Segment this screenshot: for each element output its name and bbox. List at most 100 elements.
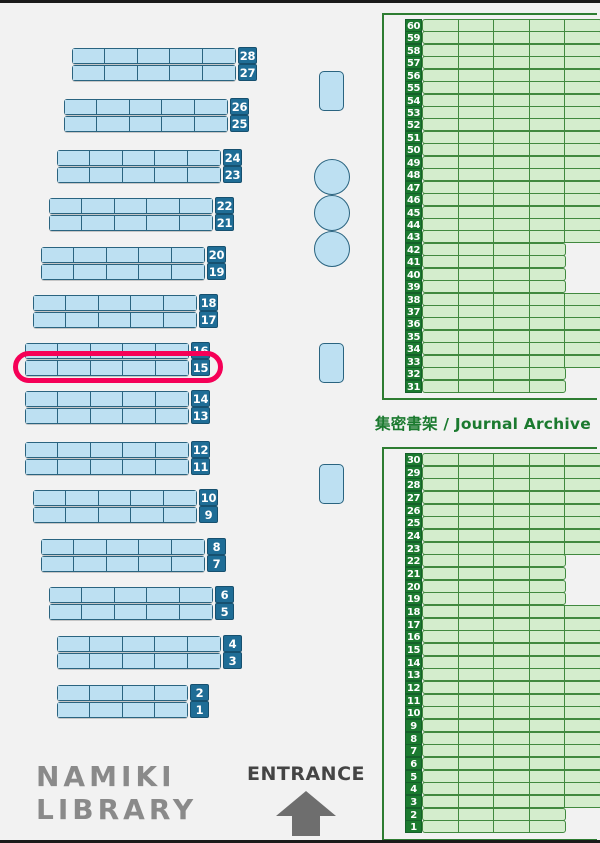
open-stack-shelf-16[interactable]: 16: [25, 342, 210, 359]
archive-shelf-14[interactable]: 14: [405, 655, 600, 669]
archive-shelf-60[interactable]: 60: [405, 19, 600, 32]
archive-shelf-23[interactable]: 23: [405, 541, 600, 555]
archive-shelf-13[interactable]: 13: [405, 668, 600, 682]
archive-shelf-46[interactable]: 46: [405, 193, 600, 207]
shelf-segment: [90, 391, 124, 406]
archive-shelf-3[interactable]: 3: [405, 795, 600, 808]
archive-shelf-32[interactable]: 32: [405, 367, 566, 381]
archive-shelf-35[interactable]: 35: [405, 329, 600, 343]
archive-shelf-44[interactable]: 44: [405, 217, 600, 231]
open-stack-shelf-14[interactable]: 14: [25, 390, 210, 407]
archive-shelf-6[interactable]: 6: [405, 757, 600, 770]
open-stack-shelf-3[interactable]: 3: [57, 652, 242, 669]
archive-shelf-20[interactable]: 20: [405, 579, 566, 593]
archive-shelf-39[interactable]: 39: [405, 280, 566, 294]
open-stack-shelf-19[interactable]: 19: [41, 263, 226, 280]
archive-shelf-36[interactable]: 36: [405, 317, 600, 331]
archive-shelf-57[interactable]: 57: [405, 56, 600, 70]
archive-shelf-2[interactable]: 2: [405, 807, 566, 821]
archive-shelf-29[interactable]: 29: [405, 465, 600, 479]
archive-shelf-27[interactable]: 27: [405, 491, 600, 504]
open-stack-shelf-5[interactable]: 5: [49, 603, 234, 620]
open-stack-shelf-1[interactable]: 1: [57, 701, 209, 718]
archive-shelf-17[interactable]: 17: [405, 617, 600, 631]
archive-shelf-segment: [423, 57, 459, 69]
archive-shelf-8[interactable]: 8: [405, 731, 600, 745]
archive-shelf-56[interactable]: 56: [405, 68, 600, 82]
archive-shelf-9[interactable]: 9: [405, 719, 600, 732]
archive-shelf-10[interactable]: 10: [405, 706, 600, 720]
open-stack-shelf-11[interactable]: 11: [25, 458, 210, 475]
archive-shelf-40[interactable]: 40: [405, 267, 566, 281]
shelf-segment: [155, 442, 189, 457]
archive-shelf-24[interactable]: 24: [405, 529, 600, 542]
archive-shelf-41[interactable]: 41: [405, 255, 566, 269]
archive-shelf-51[interactable]: 51: [405, 130, 600, 144]
open-stack-shelf-4[interactable]: 4: [57, 635, 242, 652]
archive-shelf-52[interactable]: 52: [405, 118, 600, 132]
archive-shelf-21[interactable]: 21: [405, 567, 566, 580]
archive-shelf-4[interactable]: 4: [405, 782, 600, 796]
archive-shelf-5[interactable]: 5: [405, 769, 600, 783]
archive-shelf-segment: [494, 758, 530, 769]
open-stack-shelf-8[interactable]: 8: [41, 538, 226, 555]
archive-shelf-45[interactable]: 45: [405, 205, 600, 219]
open-stack-shelf-10[interactable]: 10: [33, 489, 218, 506]
archive-shelf-11[interactable]: 11: [405, 693, 600, 707]
archive-shelf-segments: [422, 68, 600, 82]
open-stack-shelf-21[interactable]: 21: [49, 214, 234, 231]
open-stack-shelf-9[interactable]: 9: [33, 506, 218, 523]
archive-shelf-segment: [423, 206, 459, 218]
archive-shelf-segment: [494, 644, 530, 655]
archive-shelf-15[interactable]: 15: [405, 643, 600, 656]
open-stack-shelf-27[interactable]: 27: [72, 64, 257, 81]
archive-shelf-18[interactable]: 18: [405, 605, 600, 618]
archive-shelf-55[interactable]: 55: [405, 81, 600, 95]
archive-shelf-segment: [459, 732, 495, 744]
open-stack-shelf-13[interactable]: 13: [25, 407, 210, 424]
archive-shelf-22[interactable]: 22: [405, 554, 566, 568]
archive-shelf-19[interactable]: 19: [405, 592, 566, 606]
archive-shelf-33[interactable]: 33: [405, 354, 600, 368]
archive-shelf-54[interactable]: 54: [405, 93, 600, 107]
archive-shelf-number-badge: 24: [405, 529, 422, 542]
archive-shelf-47[interactable]: 47: [405, 180, 600, 194]
archive-shelf-48[interactable]: 48: [405, 168, 600, 182]
archive-shelf-43[interactable]: 43: [405, 230, 600, 244]
archive-shelf-1[interactable]: 1: [405, 820, 566, 834]
archive-shelf-7[interactable]: 7: [405, 744, 600, 758]
open-stack-shelf-25[interactable]: 25: [64, 115, 249, 132]
archive-shelf-53[interactable]: 53: [405, 106, 600, 120]
shelf-segment: [114, 587, 148, 602]
open-stack-shelf-28[interactable]: 28: [72, 47, 257, 64]
open-stack-shelf-7[interactable]: 7: [41, 555, 226, 572]
open-stack-shelf-18[interactable]: 18: [33, 294, 218, 311]
archive-shelf-26[interactable]: 26: [405, 503, 600, 517]
archive-shelf-38[interactable]: 38: [405, 292, 600, 306]
archive-shelf-34[interactable]: 34: [405, 342, 600, 356]
archive-shelf-58[interactable]: 58: [405, 43, 600, 57]
open-stack-shelf-6[interactable]: 6: [49, 586, 234, 603]
archive-shelf-59[interactable]: 59: [405, 31, 600, 45]
open-stack-shelf-26[interactable]: 26: [64, 98, 249, 115]
open-stack-shelf-17[interactable]: 17: [33, 311, 218, 328]
archive-shelf-16[interactable]: 16: [405, 630, 600, 644]
archive-shelf-42[interactable]: 42: [405, 242, 566, 256]
archive-shelf-28[interactable]: 28: [405, 478, 600, 492]
archive-shelf-50[interactable]: 50: [405, 143, 600, 157]
open-stack-shelf-15[interactable]: 15: [25, 359, 210, 376]
archive-shelf-12[interactable]: 12: [405, 681, 600, 694]
open-stack-shelf-2[interactable]: 2: [57, 684, 209, 701]
open-stack-shelf-20[interactable]: 20: [41, 246, 226, 263]
archive-shelf-31[interactable]: 31: [405, 379, 566, 393]
open-stack-shelf-24[interactable]: 24: [57, 149, 242, 166]
archive-shelf-37[interactable]: 37: [405, 304, 600, 318]
open-stack-shelf-22[interactable]: 22: [49, 197, 234, 214]
archive-shelf-49[interactable]: 49: [405, 155, 600, 169]
archive-shelf-25[interactable]: 25: [405, 516, 600, 530]
archive-shelf-segment: [565, 169, 600, 180]
archive-shelf-30[interactable]: 30: [405, 453, 600, 466]
shelf-number-badge: 9: [199, 506, 218, 523]
open-stack-shelf-12[interactable]: 12: [25, 441, 210, 458]
open-stack-shelf-23[interactable]: 23: [57, 166, 242, 183]
